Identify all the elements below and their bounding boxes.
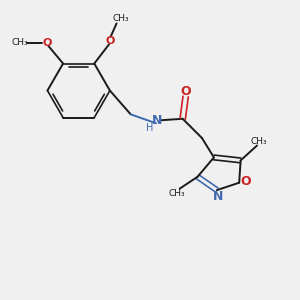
Text: H: H — [146, 123, 154, 133]
Text: N: N — [152, 114, 163, 127]
Text: O: O — [180, 85, 191, 98]
Text: O: O — [42, 38, 51, 48]
Text: N: N — [213, 190, 224, 202]
Text: CH₃: CH₃ — [168, 189, 185, 198]
Text: CH₃: CH₃ — [250, 136, 267, 146]
Text: CH₃: CH₃ — [113, 14, 129, 23]
Text: CH₃: CH₃ — [12, 38, 28, 47]
Text: O: O — [106, 36, 115, 46]
Text: O: O — [240, 175, 251, 188]
